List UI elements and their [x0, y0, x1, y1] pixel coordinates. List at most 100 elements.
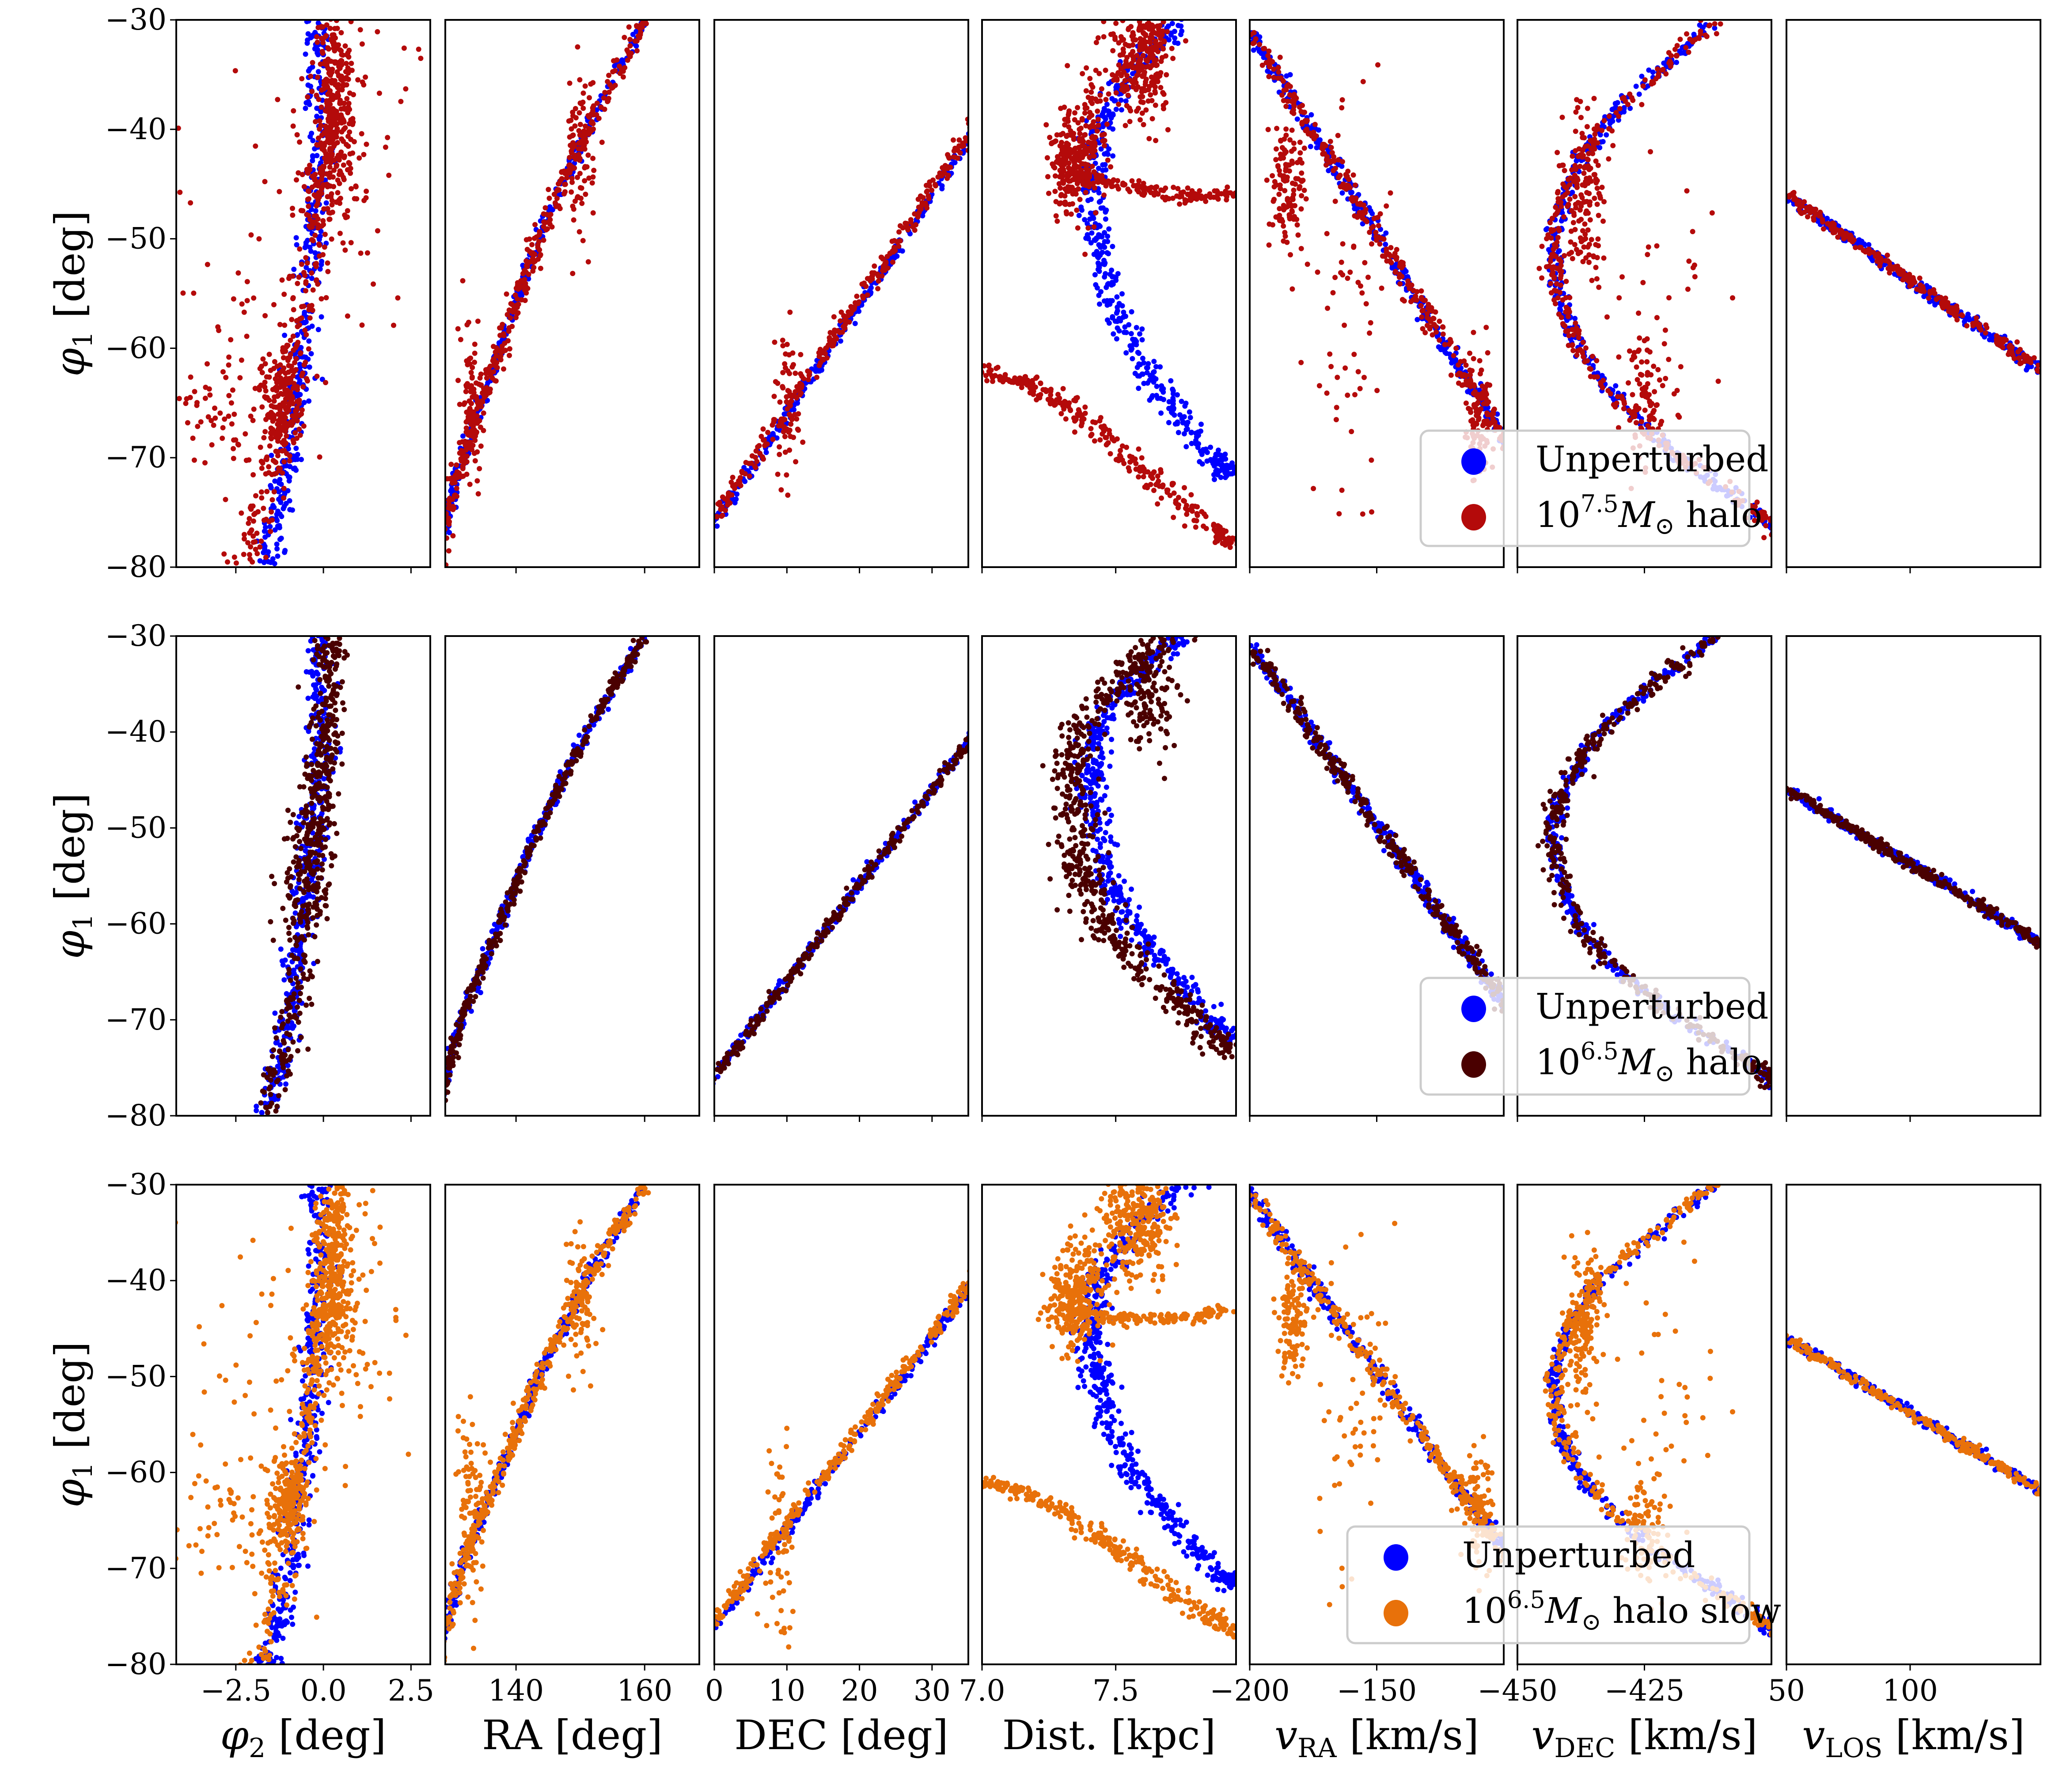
perturbed-data-point	[297, 432, 303, 438]
perturbed-data-point	[1158, 467, 1164, 473]
perturbed-data-point	[1158, 36, 1164, 41]
perturbed-data-point	[436, 555, 441, 561]
perturbed-data-point	[459, 474, 465, 479]
perturbed-data-point	[831, 314, 837, 320]
perturbed-data-point	[1066, 160, 1072, 166]
perturbed-data-point	[1088, 149, 1094, 155]
perturbed-data-point	[280, 419, 286, 425]
unperturbed-data-point	[1158, 410, 1164, 416]
perturbed-data-point	[859, 281, 865, 287]
perturbed-data-point	[1066, 178, 1072, 184]
unperturbed-data-point	[1123, 330, 1129, 335]
unperturbed-data-point	[763, 450, 769, 455]
perturbed-data-point	[233, 560, 239, 566]
perturbed-data-point	[205, 414, 211, 420]
unperturbed-data-point	[1091, 216, 1096, 221]
perturbed-data-point	[311, 192, 317, 198]
perturbed-data-point	[296, 426, 302, 432]
unperturbed-data-point	[1166, 399, 1172, 405]
perturbed-data-point	[260, 356, 266, 362]
perturbed-data-point	[1148, 481, 1153, 487]
perturbed-data-point	[403, 86, 409, 92]
perturbed-data-point	[1154, 4, 1159, 9]
perturbed-data-point	[341, 153, 347, 159]
perturbed-data-point	[1013, 52, 1018, 57]
unperturbed-data-point	[1188, 430, 1194, 436]
perturbed-data-point	[313, 119, 319, 125]
perturbed-data-point	[275, 421, 281, 427]
perturbed-data-point	[1184, 511, 1190, 517]
unperturbed-data-point	[1012, 60, 1017, 65]
perturbed-data-point	[451, 505, 457, 511]
unperturbed-data-point	[1095, 260, 1101, 266]
perturbed-data-point	[1053, 199, 1059, 205]
perturbed-data-point	[309, 184, 315, 190]
perturbed-data-point	[1113, 90, 1119, 96]
unperturbed-data-point	[972, 130, 977, 135]
perturbed-data-point	[263, 395, 269, 401]
perturbed-data-point	[1110, 72, 1115, 78]
unperturbed-data-point	[309, 276, 315, 281]
perturbed-data-point	[1078, 125, 1084, 131]
unperturbed-data-point	[519, 290, 524, 296]
perturbed-data-point	[1066, 165, 1071, 171]
perturbed-data-point	[1078, 167, 1084, 173]
unperturbed-data-point	[308, 351, 314, 356]
perturbed-data-point	[271, 302, 277, 307]
unperturbed-data-point	[1239, 464, 1244, 469]
perturbed-data-point	[793, 389, 798, 394]
perturbed-data-point	[1018, 54, 1024, 60]
perturbed-data-point	[458, 456, 464, 462]
perturbed-data-point	[1134, 72, 1140, 78]
perturbed-data-point	[383, 144, 388, 150]
perturbed-data-point	[315, 281, 321, 287]
perturbed-data-point	[470, 365, 475, 370]
perturbed-data-point	[434, 553, 440, 559]
unperturbed-data-point	[984, 100, 990, 106]
perturbed-data-point	[1145, 485, 1150, 490]
perturbed-data-point	[306, 307, 312, 313]
perturbed-data-point	[739, 469, 745, 474]
perturbed-data-point	[1066, 112, 1071, 117]
unperturbed-data-point	[1230, 465, 1236, 470]
perturbed-data-point	[632, 38, 638, 44]
perturbed-data-point	[1097, 92, 1103, 98]
unperturbed-data-point	[1024, 48, 1030, 53]
perturbed-data-point	[266, 519, 272, 524]
perturbed-data-point	[1213, 534, 1219, 540]
perturbed-data-point	[282, 322, 288, 328]
perturbed-data-point	[288, 337, 293, 343]
perturbed-data-point	[1148, 92, 1153, 98]
unperturbed-data-point	[1368, 208, 1373, 214]
perturbed-data-point	[323, 380, 328, 386]
unperturbed-data-point	[1007, 85, 1012, 90]
perturbed-data-point	[1120, 46, 1126, 52]
y-tick-label: −80	[105, 550, 167, 584]
perturbed-data-point	[556, 187, 562, 193]
perturbed-data-point	[689, 550, 694, 556]
perturbed-data-point	[284, 433, 289, 439]
perturbed-data-point	[1132, 77, 1138, 83]
perturbed-data-point	[508, 315, 513, 321]
unperturbed-data-point	[308, 248, 314, 254]
perturbed-data-point	[343, 61, 349, 66]
perturbed-data-point	[805, 368, 811, 374]
perturbed-data-point	[194, 400, 200, 405]
perturbed-data-point	[1086, 167, 1092, 173]
unperturbed-data-point	[1165, 23, 1171, 29]
unperturbed-data-point	[289, 507, 295, 513]
unperturbed-data-point	[275, 523, 281, 529]
perturbed-data-point	[1155, 191, 1161, 197]
perturbed-data-point	[299, 76, 305, 82]
perturbed-data-point	[692, 550, 697, 555]
unperturbed-data-point	[633, 29, 639, 34]
perturbed-data-point	[853, 300, 858, 306]
perturbed-data-point	[570, 110, 576, 115]
perturbed-data-point	[275, 438, 281, 444]
perturbed-data-point	[1058, 411, 1064, 417]
perturbed-data-point	[675, 558, 680, 563]
perturbed-data-point	[261, 505, 266, 511]
perturbed-data-point	[455, 474, 461, 480]
perturbed-data-point	[246, 516, 252, 522]
perturbed-data-point	[287, 453, 292, 458]
